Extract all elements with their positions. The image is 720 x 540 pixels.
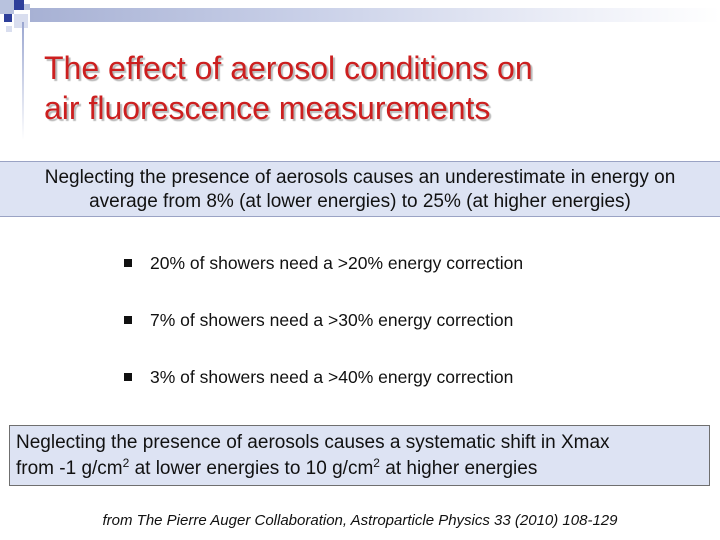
- title-line-1: The effect of aerosol conditions on: [44, 50, 533, 86]
- decor-square: [24, 4, 30, 10]
- square-bullet-icon: [124, 373, 132, 381]
- title-line-2: air fluorescence measurements: [44, 90, 491, 126]
- slide-title: The effect of aerosol conditions on air …: [44, 48, 704, 128]
- decor-square: [0, 0, 14, 14]
- box2-line-1: Neglecting the presence of aerosols caus…: [16, 432, 610, 453]
- decor-square: [14, 0, 24, 10]
- xmax-shift-box: Neglecting the presence of aerosols caus…: [9, 425, 710, 486]
- box2-text: from -1 g/cm: [16, 458, 123, 479]
- decor-square: [4, 14, 12, 22]
- bullet-text: 7% of showers need a >30% energy correct…: [150, 310, 514, 330]
- superscript: 2: [122, 456, 130, 470]
- decor-square: [6, 26, 12, 32]
- box1-line-1: Neglecting the presence of aerosols caus…: [44, 167, 676, 188]
- energy-underestimate-box: Neglecting the presence of aerosols caus…: [0, 161, 720, 217]
- box2-text: at higher energies: [379, 458, 538, 479]
- square-bullet-icon: [124, 259, 132, 267]
- square-bullet-icon: [124, 316, 132, 324]
- decor-square: [14, 14, 28, 28]
- bullet-text: 20% of showers need a >20% energy correc…: [150, 253, 524, 273]
- box1-line-2: average from 8% (at lower energies) to 2…: [89, 191, 631, 212]
- box2-text: at lower energies to 10 g/cm: [129, 458, 374, 479]
- bullet-text: 3% of showers need a >40% energy correct…: [150, 367, 514, 387]
- top-decor-rule: [30, 8, 720, 22]
- left-decor-rule: [22, 22, 24, 140]
- superscript: 2: [373, 456, 380, 470]
- citation: from The Pierre Auger Collaboration, Ast…: [102, 512, 618, 529]
- box2-line-2: from -1 g/cm2 at lower energies to 10 g/…: [16, 456, 709, 482]
